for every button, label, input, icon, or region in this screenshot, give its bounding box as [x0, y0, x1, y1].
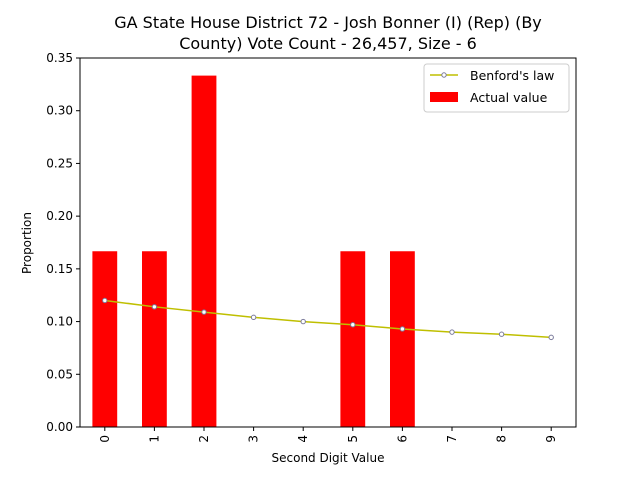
bar-6: [390, 251, 415, 427]
x-axis-label: Second Digit Value: [272, 451, 385, 465]
x-tick-label: 2: [197, 435, 211, 443]
x-axis: 0 1 2 3 4 5 6 7 8 9: [98, 427, 558, 443]
legend-marker-swatch: [441, 72, 447, 78]
benford-point-3: [250, 314, 257, 321]
y-axis: 0.00 0.05 0.10 0.15 0.20 0.25 0.30 0.35: [46, 51, 80, 434]
y-axis-label: Proportion: [20, 212, 34, 274]
benford-line: [104, 299, 552, 339]
benford-line-group: [102, 297, 554, 341]
benford-point-2: [201, 309, 207, 315]
bar-group: [92, 75, 415, 428]
y-tick-label: 0.00: [46, 420, 73, 434]
bar-5: [340, 251, 366, 427]
benford-point-0: [102, 297, 108, 304]
x-tick-label: 9: [544, 435, 558, 443]
bar-1: [142, 251, 167, 427]
x-tick-label: 8: [495, 435, 509, 443]
x-tick-label: 6: [395, 435, 409, 443]
y-tick-label: 0.15: [46, 262, 73, 276]
benford-point-5: [350, 322, 356, 328]
x-tick-label: 4: [296, 435, 310, 443]
y-tick-label: 0.20: [46, 209, 73, 223]
x-tick-label: 5: [346, 435, 360, 443]
bar-2: [191, 75, 217, 428]
legend-bar-swatch: [430, 92, 458, 102]
benford-point-7: [449, 329, 455, 335]
benford-point-4: [300, 318, 306, 325]
legend-label-actual: Actual value: [470, 90, 548, 105]
plot-frame: [79, 57, 577, 428]
benford-point-9: [548, 334, 554, 341]
y-tick-label: 0.25: [46, 156, 73, 170]
x-tick-label: 0: [98, 435, 112, 443]
benford-point-6: [399, 326, 406, 332]
x-tick-label: 1: [147, 435, 161, 443]
x-tick-label: 3: [247, 435, 261, 443]
y-tick-label: 0.35: [46, 51, 73, 65]
chart-title-line-2: County) Vote Count - 26,457, Size - 6: [179, 34, 477, 53]
x-tick-label: 7: [445, 435, 459, 443]
chart-title-line-1: GA State House District 72 - Josh Bonner…: [114, 13, 542, 32]
legend: Benford's law Actual value: [423, 63, 570, 113]
legend-label-benford: Benford's law: [470, 68, 554, 83]
benford-point-8: [498, 331, 505, 337]
y-tick-label: 0.05: [46, 367, 73, 381]
y-tick-label: 0.10: [46, 315, 73, 329]
benford-point-1: [151, 304, 158, 310]
y-tick-label: 0.30: [46, 104, 73, 118]
bar-0: [92, 251, 118, 427]
legend-box: [423, 63, 570, 113]
